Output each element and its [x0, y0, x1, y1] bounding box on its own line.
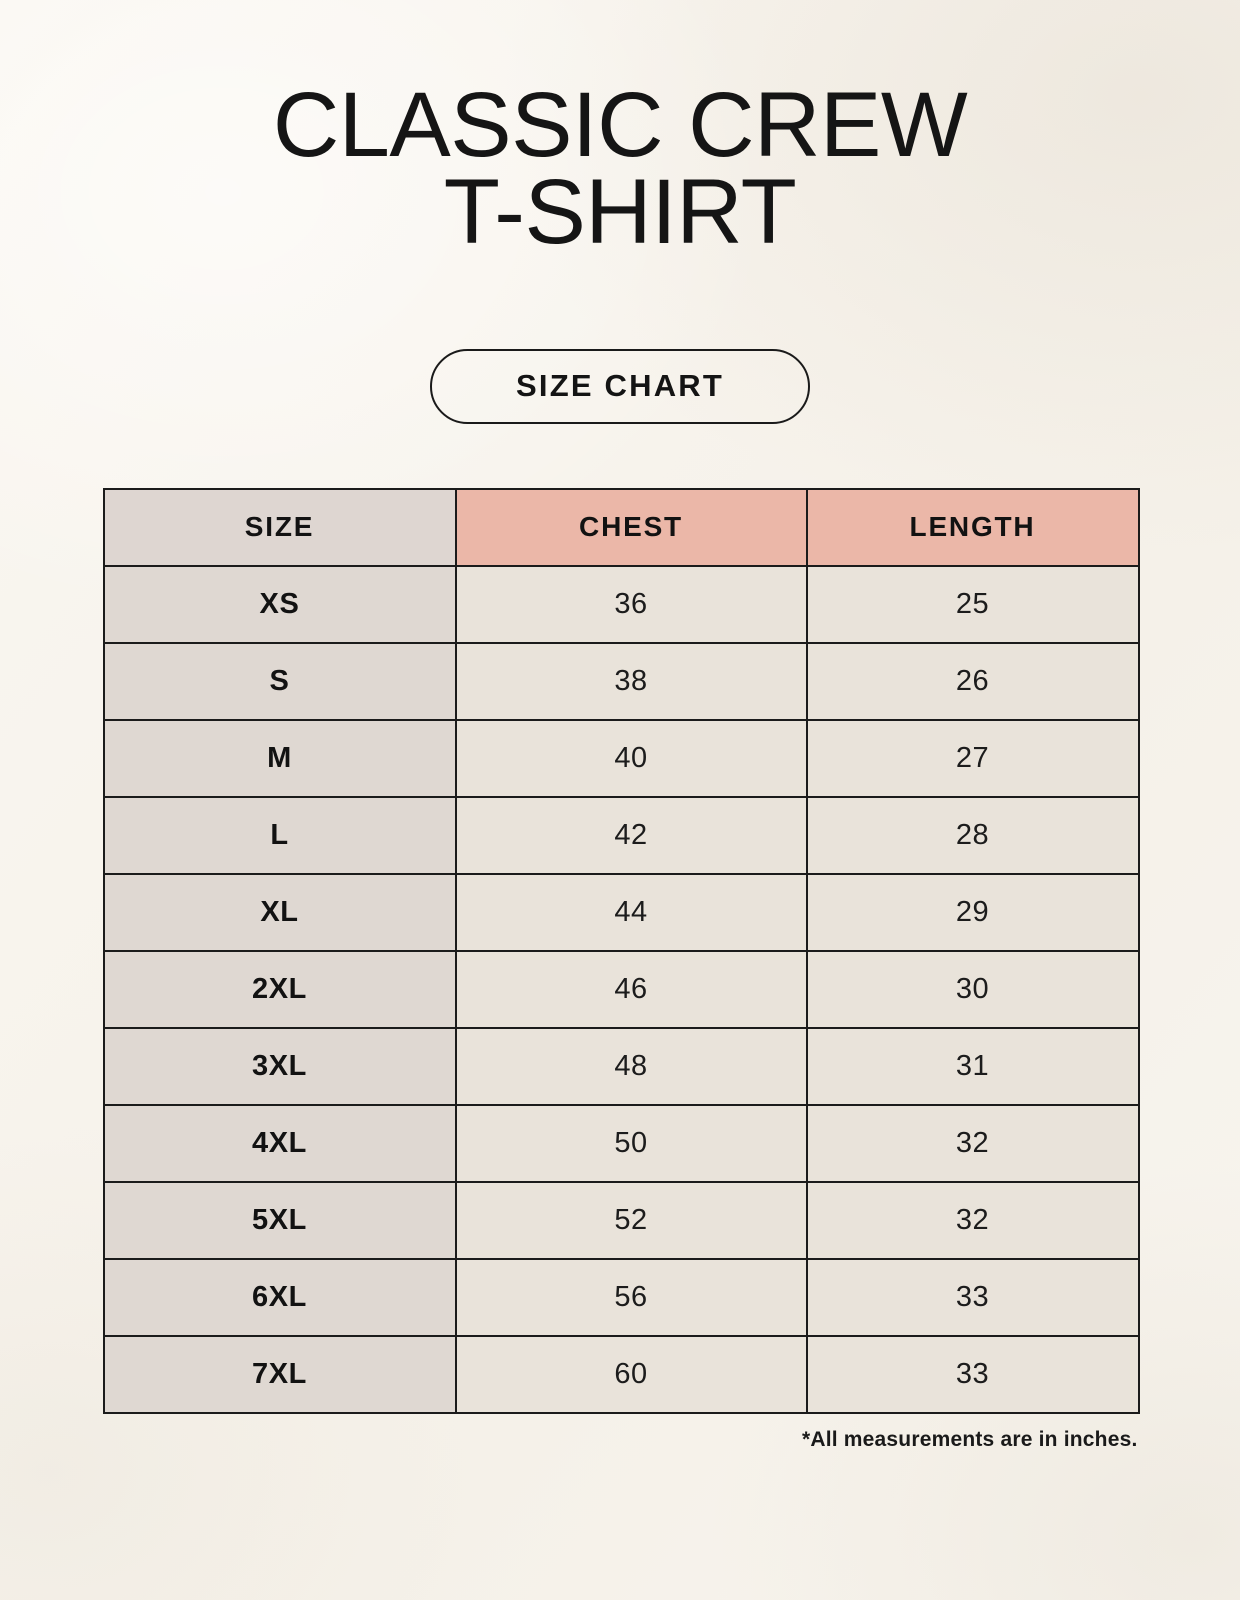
table-header: SIZE CHEST LENGTH — [102, 487, 1140, 567]
cell-chest: 36 — [454, 564, 808, 644]
cell-length: 31 — [805, 1026, 1140, 1106]
badge-container: SIZE CHART — [0, 348, 1240, 424]
cell-chest: 40 — [454, 718, 808, 798]
cell-chest: 50 — [454, 1103, 808, 1183]
page-title: CLASSIC CREW T-SHIRT — [272, 74, 968, 264]
table-row: XS 36 25 — [102, 564, 1140, 644]
cell-length: 26 — [805, 641, 1140, 721]
cell-size: 3XL — [102, 1026, 457, 1106]
table-body: XS 36 25 S 38 26 M 40 27 L 42 28 XL 44 29 2XL 46 30 3XL 48 3… — [102, 564, 1140, 1414]
cell-size: XL — [102, 872, 457, 952]
cell-length: 25 — [805, 564, 1140, 644]
cell-chest: 48 — [454, 1026, 808, 1106]
column-header-size: SIZE — [102, 487, 457, 567]
cell-size: 7XL — [102, 1334, 457, 1414]
size-table: SIZE CHEST LENGTH XS 36 25 S 38 26 M 40 27 L 42 28 X… — [102, 487, 1140, 1414]
cell-length: 32 — [805, 1180, 1140, 1260]
cell-length: 33 — [805, 1334, 1140, 1414]
table-row: 3XL 48 31 — [102, 1026, 1140, 1106]
column-header-chest: CHEST — [454, 487, 808, 567]
table-row: 6XL 56 33 — [102, 1257, 1140, 1337]
cell-chest: 56 — [454, 1257, 808, 1337]
table-row: M 40 27 — [102, 718, 1140, 798]
cell-chest: 38 — [454, 641, 808, 721]
table-row: 5XL 52 32 — [102, 1180, 1140, 1260]
cell-chest: 60 — [454, 1334, 808, 1414]
cell-length: 30 — [805, 949, 1140, 1029]
cell-chest: 46 — [454, 949, 808, 1029]
cell-length: 27 — [805, 718, 1140, 798]
cell-size: S — [102, 641, 457, 721]
cell-size: 6XL — [102, 1257, 457, 1337]
table-row: 4XL 50 32 — [102, 1103, 1140, 1183]
cell-size: 5XL — [102, 1180, 457, 1260]
measurements-footnote: *All measurements are in inches. — [801, 1427, 1138, 1451]
table-row: XL 44 29 — [102, 872, 1140, 952]
cell-size: 4XL — [102, 1103, 457, 1183]
size-chart-badge: SIZE CHART — [430, 348, 810, 424]
cell-size: L — [102, 795, 457, 875]
cell-length: 33 — [805, 1257, 1140, 1337]
cell-length: 28 — [805, 795, 1140, 875]
size-table-container: SIZE CHEST LENGTH XS 36 25 S 38 26 M 40 27 L 42 28 X… — [102, 487, 1140, 1414]
table-row: 2XL 46 30 — [102, 949, 1140, 1029]
cell-size: M — [102, 718, 457, 798]
table-row: L 42 28 — [102, 795, 1140, 875]
table-row: 7XL 60 33 — [102, 1334, 1140, 1414]
table-row: S 38 26 — [102, 641, 1140, 721]
page-header: CLASSIC CREW T-SHIRT — [0, 0, 1240, 264]
table-header-row: SIZE CHEST LENGTH — [102, 487, 1140, 567]
cell-length: 29 — [805, 872, 1140, 952]
column-header-length: LENGTH — [805, 487, 1140, 567]
cell-chest: 42 — [454, 795, 808, 875]
cell-length: 32 — [805, 1103, 1140, 1183]
cell-chest: 52 — [454, 1180, 808, 1260]
cell-size: XS — [102, 564, 457, 644]
cell-size: 2XL — [102, 949, 457, 1029]
cell-chest: 44 — [454, 872, 808, 952]
